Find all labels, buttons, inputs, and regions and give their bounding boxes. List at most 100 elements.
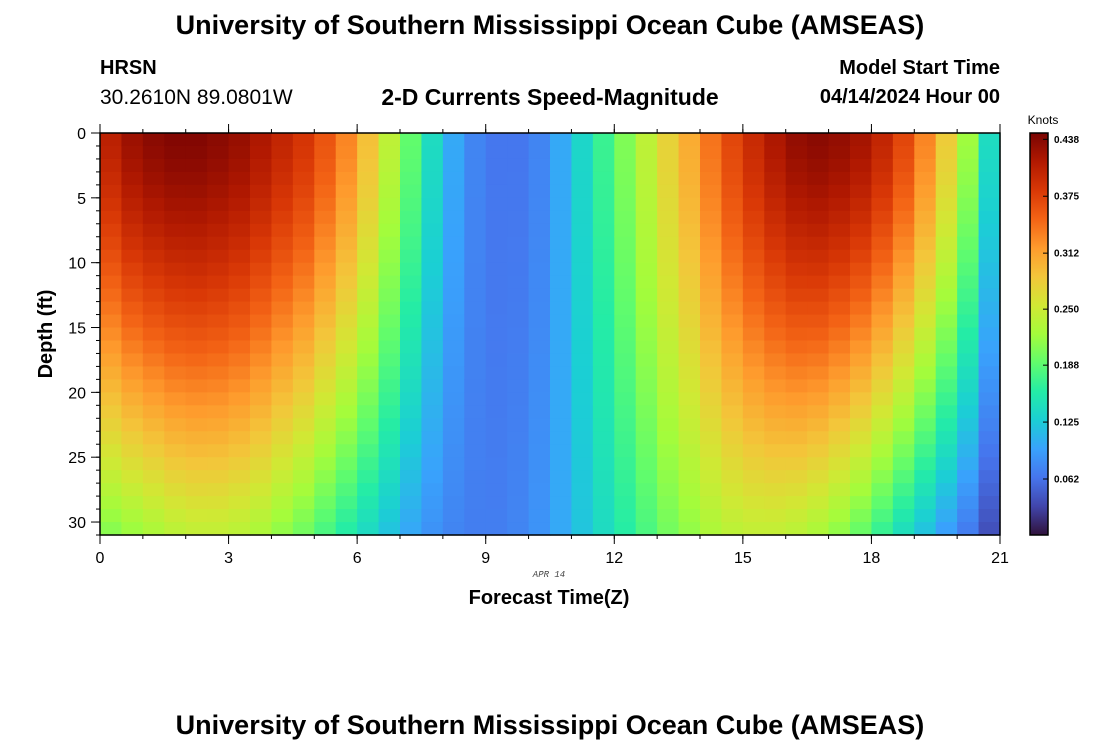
- colorbar-tick-label: 0.250: [1054, 305, 1079, 316]
- heatmap-cell: [850, 171, 873, 186]
- heatmap-cell: [292, 158, 315, 173]
- heatmap-cell: [978, 301, 1001, 316]
- heatmap-cell: [121, 392, 144, 406]
- heatmap-cell: [464, 158, 487, 173]
- heatmap-cell: [142, 249, 165, 264]
- heatmap-cell: [935, 249, 958, 264]
- heatmap-cell: [421, 522, 444, 536]
- heatmap-cell: [892, 301, 915, 316]
- heatmap-cell: [957, 483, 980, 497]
- heatmap-cell: [207, 392, 230, 406]
- heatmap-cell: [357, 483, 380, 497]
- heatmap-cell: [400, 444, 423, 458]
- heatmap-cell: [807, 288, 830, 303]
- heatmap-cell: [850, 314, 873, 329]
- heatmap-cell: [935, 262, 958, 277]
- heatmap-cell: [164, 223, 187, 238]
- heatmap-cell: [421, 496, 444, 510]
- heatmap-cell: [657, 262, 680, 277]
- heatmap-cell: [935, 444, 958, 458]
- heatmap-cell: [850, 496, 873, 510]
- heatmap-cell: [807, 171, 830, 186]
- heatmap-cell: [657, 133, 680, 147]
- heatmap-cell: [207, 509, 230, 523]
- heatmap-cell: [657, 522, 680, 536]
- heatmap-cell: [550, 210, 573, 225]
- heatmap-cell: [464, 288, 487, 303]
- heatmap-cell: [871, 210, 894, 225]
- heatmap-cell: [121, 301, 144, 316]
- heatmap-cell: [742, 444, 765, 458]
- heatmap-cell: [528, 509, 551, 523]
- heatmap-cell: [121, 197, 144, 212]
- heatmap-cell: [271, 483, 294, 497]
- heatmap-cell: [635, 496, 658, 510]
- heatmap-cell: [871, 133, 894, 147]
- heatmap-cell: [871, 379, 894, 393]
- heatmap-cell: [228, 314, 251, 329]
- heatmap-cell: [571, 431, 594, 445]
- heatmap-cell: [250, 457, 273, 471]
- heatmap-cell: [721, 275, 744, 290]
- heatmap-cell: [378, 522, 401, 536]
- heatmap-cell: [292, 444, 315, 458]
- heatmap-cell: [314, 184, 337, 199]
- heatmap-cell: [678, 353, 701, 368]
- heatmap-cell: [721, 392, 744, 406]
- colorbar-tick-label: 0.188: [1054, 361, 1079, 372]
- heatmap-cell: [100, 431, 123, 445]
- colorbar-tick-label: 0.438: [1054, 135, 1079, 146]
- heatmap-cell: [164, 340, 187, 355]
- heatmap-cell: [400, 249, 423, 264]
- heatmap-cell: [100, 379, 123, 393]
- heatmap-cell: [314, 314, 337, 329]
- heatmap-cell: [271, 184, 294, 199]
- heatmap-cell: [914, 522, 937, 536]
- heatmap-cell: [571, 470, 594, 484]
- heatmap-cell: [357, 249, 380, 264]
- chart-title: University of Southern Mississippi Ocean…: [175, 10, 925, 40]
- heatmap-cell: [292, 275, 315, 290]
- heatmap-cell: [635, 418, 658, 432]
- heatmap-cell: [935, 405, 958, 419]
- heatmap-cell: [464, 496, 487, 510]
- heatmap-cell: [335, 197, 358, 212]
- heatmap-cell: [914, 509, 937, 523]
- heatmap-cell: [785, 223, 808, 238]
- heatmap-cell: [957, 223, 980, 238]
- heatmap-cell: [185, 184, 208, 199]
- heatmap-cell: [507, 133, 530, 147]
- heatmap-cell: [314, 366, 337, 380]
- heatmap-cell: [957, 184, 980, 199]
- heatmap-cell: [742, 379, 765, 393]
- heatmap-cell: [100, 340, 123, 355]
- heatmap-cell: [700, 418, 723, 432]
- heatmap-cell: [100, 470, 123, 484]
- heatmap-cell: [292, 301, 315, 316]
- heatmap-cell: [421, 366, 444, 380]
- heatmap-cell: [142, 158, 165, 173]
- heatmap-cell: [442, 483, 465, 497]
- heatmap-cell: [871, 171, 894, 186]
- heatmap-cell: [828, 483, 851, 497]
- heatmap-cell: [314, 145, 337, 160]
- heatmap-cell: [335, 509, 358, 523]
- heatmap-cell: [592, 392, 615, 406]
- heatmap-cell: [807, 197, 830, 212]
- heatmap-cell: [271, 133, 294, 147]
- heatmap-cell: [400, 171, 423, 186]
- heatmap-cell: [871, 288, 894, 303]
- heatmap-cell: [614, 379, 637, 393]
- heatmap-cell: [142, 223, 165, 238]
- heatmap-cell: [571, 288, 594, 303]
- heatmap-cell: [100, 418, 123, 432]
- heatmap-cell: [850, 236, 873, 251]
- heatmap-cell: [678, 457, 701, 471]
- heatmap-cell: [721, 483, 744, 497]
- heatmap-cell: [742, 353, 765, 368]
- heatmap-cell: [185, 262, 208, 277]
- y-tick-label: 30: [68, 515, 86, 532]
- heatmap-cell: [528, 418, 551, 432]
- heatmap-cell: [721, 314, 744, 329]
- heatmap-cell: [935, 496, 958, 510]
